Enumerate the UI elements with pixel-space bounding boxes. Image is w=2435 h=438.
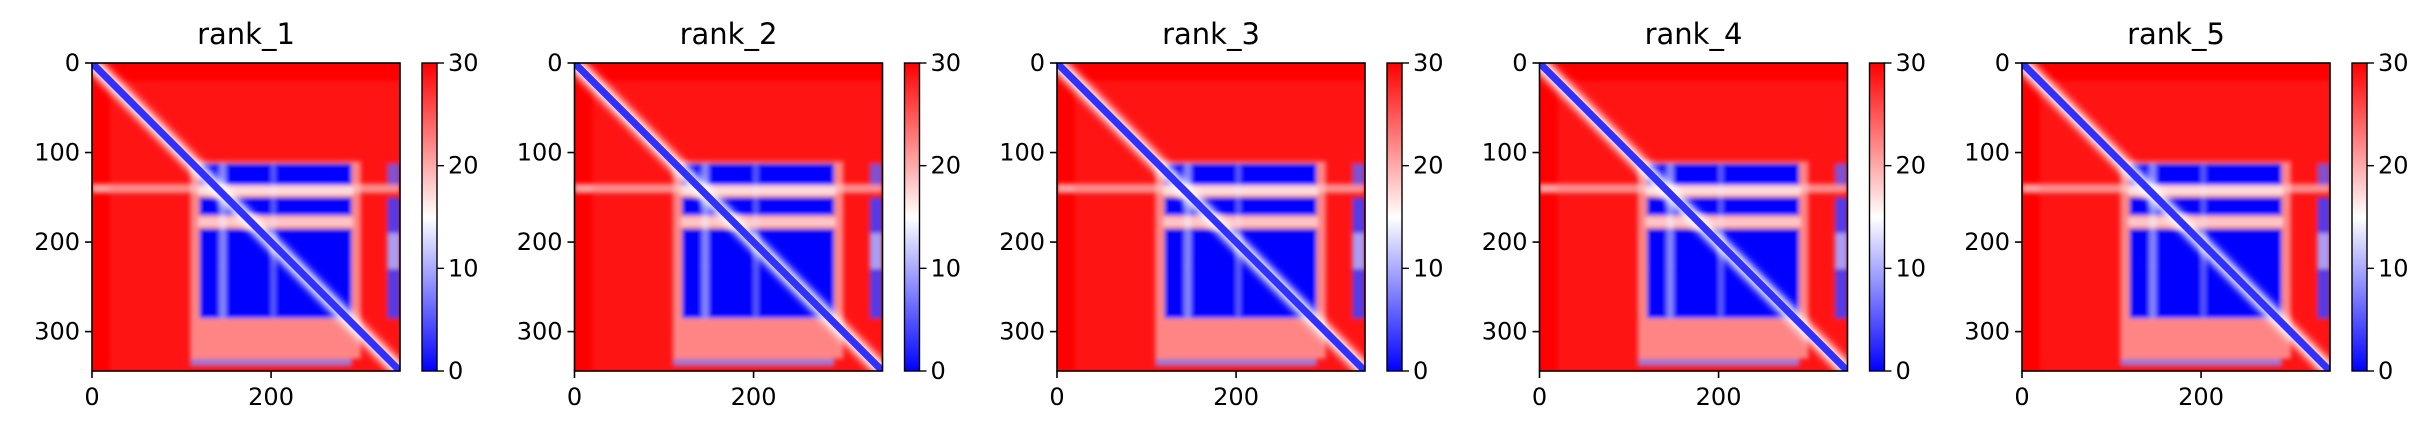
- colorbar-tick-label: 0: [2378, 357, 2393, 385]
- colorbar-frame: [2351, 62, 2368, 372]
- x-tick-label: 0: [84, 383, 99, 411]
- diagonal: [1539, 63, 1848, 371]
- axes-frame: [2021, 62, 2331, 372]
- colorbar-tick-label: 30: [2378, 49, 2409, 77]
- y-tick-label: 0: [1995, 49, 2010, 77]
- distance-matrix: [2022, 63, 2330, 371]
- panel-title: rank_2: [680, 17, 778, 51]
- x-tick-label: 200: [1213, 383, 1259, 411]
- y-tick-label: 0: [547, 49, 562, 77]
- colorbar: 0 10 20 30: [1386, 49, 1444, 385]
- colorbar-gradient: [422, 63, 437, 371]
- x-tick-label: 200: [731, 383, 777, 411]
- colorbar-frame: [903, 62, 921, 372]
- colorbar-tick-label: 10: [448, 254, 479, 282]
- colorbar-tick-label: 0: [931, 357, 946, 385]
- y-tick-label: 200: [1482, 228, 1528, 256]
- y-tick-label: 300: [1964, 318, 2010, 346]
- y-tick-label: 100: [1964, 139, 2010, 167]
- colorbar: 0 10 20 30: [903, 49, 962, 385]
- colorbar-tick-label: 30: [1413, 49, 1444, 77]
- distance-matrix: [92, 63, 400, 371]
- y-tick-label: 100: [517, 139, 563, 167]
- x-tick-label: 200: [1696, 383, 1742, 411]
- colorbar-tick-label: 0: [1896, 357, 1911, 385]
- heatmap-panel-3: rank_3 0 200 0 100 200 300 0 10 20 30: [999, 17, 1443, 411]
- colorbar-tick-label: 10: [1413, 254, 1444, 282]
- x-tick-label: 0: [1049, 383, 1064, 411]
- y-tick-label: 0: [1512, 49, 1527, 77]
- y-tick-label: 300: [999, 318, 1045, 346]
- colorbar-gradient: [1869, 63, 1885, 371]
- colorbar-tick-label: 0: [448, 357, 463, 385]
- axes-frame: [91, 62, 401, 372]
- y-tick-label: 100: [1482, 139, 1528, 167]
- y-tick-label: 100: [999, 139, 1045, 167]
- y-tick-label: 300: [517, 318, 563, 346]
- colorbar-tick-label: 20: [931, 152, 962, 180]
- colorbar-gradient: [904, 63, 920, 371]
- x-tick-label: 0: [2014, 383, 2029, 411]
- diagonal: [574, 63, 883, 371]
- y-tick-label: 200: [1964, 228, 2010, 256]
- low-distance-blocks: [2022, 80, 2330, 371]
- x-tick-label: 200: [2178, 383, 2224, 411]
- axes-frame: [1056, 62, 1366, 372]
- y-tick-label: 0: [1030, 49, 1045, 77]
- colorbar-tick-label: 20: [1896, 152, 1927, 180]
- panel-title: rank_1: [197, 17, 295, 51]
- distance-matrix: [1057, 63, 1365, 371]
- x-tick-label: 0: [567, 383, 582, 411]
- diagonal: [2022, 63, 2330, 371]
- colorbar-frame: [1868, 62, 1886, 372]
- colorbar: 0 10 20 30: [2351, 49, 2409, 385]
- x-tick-label: 0: [1532, 383, 1547, 411]
- distance-matrix: [574, 63, 883, 371]
- colorbar-tick-label: 10: [2378, 254, 2409, 282]
- colorbar-frame: [1386, 62, 1403, 372]
- diagonal: [1057, 63, 1365, 371]
- y-tick-label: 100: [34, 139, 80, 167]
- heatmap-panel-2: rank_2 0 200 0 100 200 300 0 10 20 30: [517, 17, 961, 411]
- colorbar-tick-label: 20: [2378, 152, 2409, 180]
- colorbar-gradient: [1387, 63, 1402, 371]
- x-tick-label: 200: [248, 383, 294, 411]
- panel-title: rank_5: [2127, 17, 2225, 51]
- diagonal: [92, 63, 400, 371]
- axes-frame: [573, 62, 884, 372]
- y-tick-label: 300: [34, 318, 80, 346]
- y-tick-label: 0: [65, 49, 80, 77]
- colorbar-tick-label: 30: [1896, 49, 1927, 77]
- colorbar-frame: [421, 62, 438, 372]
- heatmap-panel-1: rank_1 0 200 0 100 200 300 0 10 20 30: [34, 17, 478, 411]
- y-tick-label: 200: [34, 228, 80, 256]
- heatmap-panel-4: rank_4 0 200 0 100 200 300 0 10 20 30: [1482, 17, 1926, 411]
- y-tick-label: 200: [517, 228, 563, 256]
- panel-title: rank_4: [1645, 17, 1743, 51]
- heatmap-panel-5: rank_5 0 200 0 100 200 300 0 10 20 30: [1964, 17, 2408, 411]
- distance-matrix: [1539, 63, 1848, 371]
- y-tick-label: 200: [999, 228, 1045, 256]
- colorbar: 0 10 20 30: [1868, 49, 1927, 385]
- colorbar-tick-label: 10: [1896, 254, 1927, 282]
- colorbar-gradient: [2352, 63, 2367, 371]
- y-tick-label: 300: [1482, 318, 1528, 346]
- colorbar-tick-label: 10: [931, 254, 962, 282]
- axes-frame: [1538, 62, 1849, 372]
- panel-title: rank_3: [1162, 17, 1260, 51]
- colorbar-tick-label: 30: [931, 49, 962, 77]
- colorbar: 0 10 20 30: [421, 49, 479, 385]
- colorbar-tick-label: 30: [448, 49, 479, 77]
- colorbar-tick-label: 0: [1413, 357, 1428, 385]
- colorbar-tick-label: 20: [448, 152, 479, 180]
- colorbar-tick-label: 20: [1413, 152, 1444, 180]
